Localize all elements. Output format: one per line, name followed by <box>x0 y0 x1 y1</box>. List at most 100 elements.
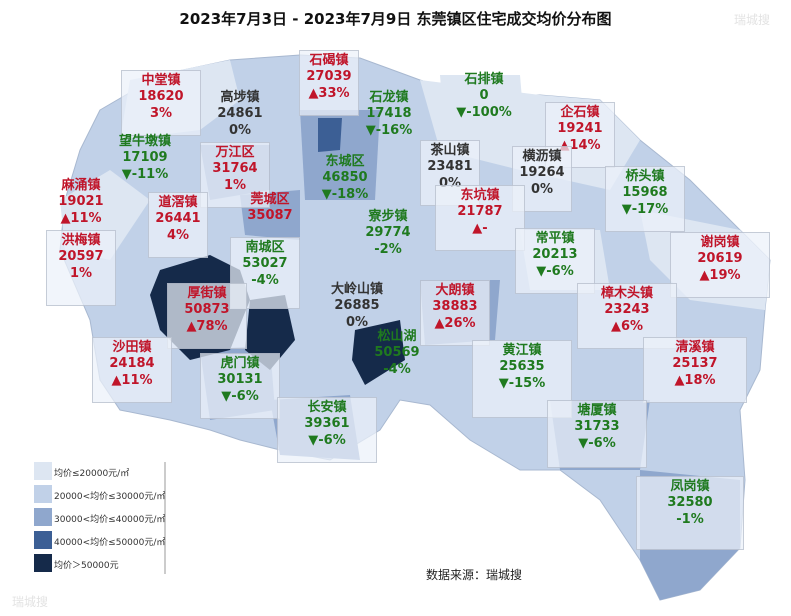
town-name: 清溪镇 <box>675 340 715 355</box>
town-price: 32580 <box>667 495 713 511</box>
town-label-6: 望牛墩镇 17109 ▼-11% <box>100 132 190 198</box>
town-price: 24184 <box>109 356 155 372</box>
town-label-7: 万江区 31764 1% <box>200 142 270 208</box>
region-light-sanpai <box>440 75 525 140</box>
town-label-21: 厚街镇 50873 ▲78% <box>167 283 247 349</box>
town-name: 常平镇 <box>535 231 575 246</box>
town-price: 27039 <box>306 69 352 85</box>
town-price: 19021 <box>58 194 104 210</box>
town-label-24: 樟木头镇 23243 ▲6% <box>577 283 677 349</box>
town-label-2: 高埗镇 24861 0% <box>210 88 270 154</box>
town-price: 30131 <box>217 372 263 388</box>
town-name: 洪梅镇 <box>61 233 101 248</box>
town-change: 4% <box>166 227 190 243</box>
town-price: 25635 <box>499 359 545 375</box>
town-name: 万江区 <box>215 145 255 160</box>
town-name: 桥头镇 <box>625 169 665 184</box>
town-price: 0 <box>479 88 489 104</box>
town-change: ▼-17% <box>621 201 669 217</box>
legend-label: 30000<均价≤40000元/㎡ <box>54 515 166 525</box>
town-name: 松山湖 <box>377 329 417 344</box>
town-label-15: 寮步镇 29774 -2% <box>353 207 423 273</box>
town-price: 23481 <box>427 159 473 175</box>
town-name: 横沥镇 <box>522 149 562 164</box>
town-price: 26885 <box>334 298 380 314</box>
town-label-14: 莞城区 35087 <box>240 190 300 240</box>
region-darkest-nancheng <box>245 295 295 370</box>
map-title: 2023年7月3日 - 2023年7月9日 东莞镇区住宅成交均价分布图 <box>179 10 612 28</box>
data-source: 数据来源：瑞城搜 <box>426 568 523 582</box>
town-price: 20597 <box>58 249 104 265</box>
town-change: ▲33% <box>308 85 350 101</box>
town-change: ▼-6% <box>221 388 259 404</box>
town-name: 麻涌镇 <box>61 178 101 193</box>
town-name: 厚街镇 <box>187 286 227 301</box>
town-change: ▲6% <box>610 318 644 334</box>
town-change: 1% <box>223 177 247 193</box>
town-price: 31764 <box>212 161 258 177</box>
town-change: 0% <box>228 122 252 138</box>
town-label-13: 道滘镇 26441 4% <box>148 192 208 258</box>
town-price: 19241 <box>557 121 603 137</box>
town-price: 20213 <box>532 247 578 263</box>
legend-swatch <box>34 462 52 480</box>
town-name: 望牛墩镇 <box>118 134 171 149</box>
town-price: 39361 <box>304 416 350 432</box>
town-change: 0% <box>345 314 369 330</box>
town-change: ▲19% <box>699 267 741 283</box>
town-name: 高埗镇 <box>220 90 260 105</box>
town-label-27: 虎门镇 30131 ▼-6% <box>200 353 280 419</box>
town-change: ▲18% <box>674 372 716 388</box>
town-change: ▼-100% <box>456 104 512 120</box>
town-label-30: 长安镇 39361 ▼-6% <box>277 397 377 463</box>
town-label-22: 大岭山镇 26885 0% <box>317 280 397 346</box>
legend-label: 40000<均价≤50000元/㎡ <box>54 538 166 548</box>
legend-swatch <box>34 531 52 549</box>
town-label-0: 石碣镇 27039 ▲33% <box>299 50 359 116</box>
town-price: 53027 <box>242 256 288 272</box>
town-price: 15968 <box>622 185 668 201</box>
town-change: ▼-6% <box>308 432 346 448</box>
town-change: ▼-18% <box>321 186 369 202</box>
town-name: 大岭山镇 <box>330 282 383 297</box>
town-label-29: 清溪镇 25137 ▲18% <box>643 337 747 403</box>
region-darkest-songshanhu <box>352 320 405 385</box>
town-name: 凤岗镇 <box>670 479 710 494</box>
town-name: 虎门镇 <box>220 356 260 371</box>
legend-label: 均价≤20000元/㎡ <box>54 469 130 479</box>
town-price: 29774 <box>365 225 411 241</box>
town-change: -4% <box>251 272 279 288</box>
town-change: ▼-15% <box>498 375 546 391</box>
town-price: 17109 <box>122 150 168 166</box>
town-name: 沙田镇 <box>112 340 152 355</box>
town-price: 24861 <box>217 106 263 122</box>
legend-swatch <box>34 485 52 503</box>
town-name: 茶山镇 <box>430 143 470 158</box>
town-change: ▼-6% <box>536 263 574 279</box>
town-name: 黄江镇 <box>502 343 542 358</box>
town-change: ▲26% <box>434 315 476 331</box>
town-change: -4% <box>383 361 411 377</box>
town-name: 樟木头镇 <box>600 286 653 301</box>
town-label-1: 中堂镇 18620 3% <box>121 70 201 136</box>
town-label-8: 东城区 46850 ▼-18% <box>315 152 375 218</box>
town-change: -2% <box>374 241 402 257</box>
town-label-11: 桥头镇 15968 ▼-17% <box>605 166 685 232</box>
town-label-31: 塘厦镇 31733 ▼-6% <box>547 400 647 468</box>
town-name: 中堂镇 <box>141 73 181 88</box>
region-dark-shijie <box>318 118 342 152</box>
town-label-26: 沙田镇 24184 ▲11% <box>92 337 172 403</box>
town-price: 20619 <box>697 251 743 267</box>
town-label-12: 麻涌镇 19021 ▲11% <box>46 176 116 242</box>
town-price: 25137 <box>672 356 718 372</box>
town-price: 23243 <box>604 302 650 318</box>
town-label-3: 石龙镇 17418 ▼-16% <box>354 88 424 154</box>
watermark-top-right: 瑞城搜 <box>734 12 770 27</box>
town-change: 1% <box>69 265 93 281</box>
town-name: 莞城区 <box>250 192 290 207</box>
town-label-4: 石排镇 0 ▼-100% <box>449 70 519 136</box>
town-price: 50569 <box>374 345 420 361</box>
town-change: ▲- <box>472 220 488 236</box>
town-change: 3% <box>149 105 173 121</box>
town-label-25: 松山湖 50569 -4% <box>357 327 437 393</box>
